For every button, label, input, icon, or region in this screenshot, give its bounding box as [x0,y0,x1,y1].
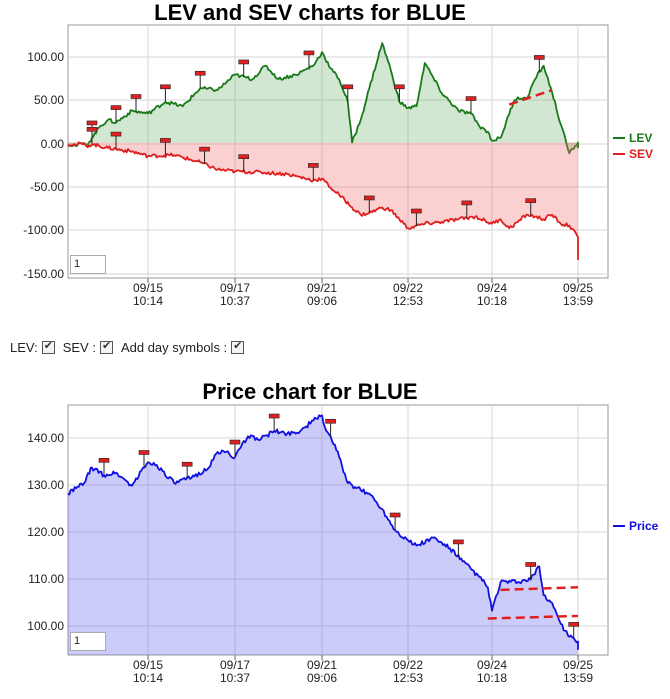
day-symbol-flag [229,439,241,445]
day-symbol-flag [307,163,319,168]
day-symbol-flag [86,126,98,132]
x-tick-date: 09/25 [563,281,593,295]
day-symbol-flag [325,418,336,424]
day-symbol-flag [411,208,422,214]
legend-label-lev: LEV [629,131,652,145]
trend-line [487,614,579,620]
day-symbol-flag [461,200,473,206]
y-tick-label: 110.00 [28,572,64,586]
x-tick-time: 10:14 [133,671,163,685]
day-symbol-flag [342,84,354,90]
x-tick-date: 09/17 [220,658,250,672]
series-line-sev [67,141,579,260]
lev-checkbox[interactable] [41,339,55,354]
x-tick-time: 10:14 [133,294,163,308]
x-tick-time: 13:59 [563,294,593,308]
x-tick-time: 10:37 [220,671,250,685]
day-symbol-flag [160,84,171,90]
day-symbol-flag [130,94,142,99]
x-tick-date: 09/22 [393,281,423,295]
day-symbol-flag [238,154,249,159]
x-tick-time: 09:06 [307,671,337,685]
x-tick-date: 09/15 [133,281,163,295]
y-tick-label: -100.00 [23,223,64,237]
day-symbol-flag [181,461,193,467]
x-tick-time: 12:53 [393,671,423,685]
series-line-lev [67,42,579,155]
lev-toggle-label: LEV: [10,340,38,355]
day-symbol-flag [138,450,150,455]
y-tick-label: 120.00 [27,525,64,539]
day-symbol-flag [194,70,206,76]
legend-label-price: Price [629,519,659,533]
chart-lev-sev: 100.00 50.00 0.00 -50.00 -100.00 -150.00 09/15… [23,24,653,308]
chart-title-price: Price chart for BLUE [202,379,417,404]
day-symbol-flag [268,413,280,419]
day-symbol-flag [394,84,405,90]
x-tick-date: 09/22 [393,658,423,672]
day-symbol-flag [238,59,249,65]
day-symbol-flag [303,50,315,56]
trend-line [500,586,579,592]
day-symbol-flag [453,539,464,545]
y-tick-label: 100.00 [27,619,64,633]
x-tick-time: 12:53 [393,294,423,308]
x-tick-time: 10:18 [477,294,507,308]
day-symbol-flag [98,458,110,463]
y-tick-label: 0.00 [41,137,65,151]
x-tick-time: 10:18 [477,671,507,685]
x-tick-time: 10:37 [220,294,250,308]
price-zoom-input[interactable]: 1 [70,632,106,651]
sev-checkbox[interactable] [99,339,113,354]
series-area-sev [68,142,578,260]
y-tick-label: 50.00 [34,93,64,107]
x-tick-date: 09/24 [477,281,507,295]
day-symbol-flag [363,195,375,201]
y-tick-label: 100.00 [27,50,64,64]
series-area-lev [68,43,578,154]
sev-toggle-label: SEV : [62,340,96,355]
day-symbol-flag [533,55,545,60]
day-symbol-flag [86,120,98,126]
plot-area [67,404,609,656]
y-tick-label: 130.00 [27,478,64,492]
chart-price: 140.00 130.00 120.00 110.00 100.00 09/1510:14… [27,404,659,685]
x-tick-time: 09:06 [307,294,337,308]
y-tick-label: -50.00 [30,180,64,194]
x-tick-date: 09/21 [307,281,337,295]
day-symbols-label: Add day symbols : [120,340,228,355]
day-symbol-flag [199,146,210,152]
series-line-price [67,414,579,651]
chart-title-lev-sev: LEV and SEV charts for BLUE [154,0,466,25]
x-tick-date: 09/15 [133,658,163,672]
y-tick-label: 140.00 [27,431,64,445]
y-tick-label: -150.00 [23,267,64,281]
day-symbol-flag [110,105,122,110]
day-symbol-flag [525,198,537,203]
plot-area [67,24,609,279]
day-symbol-flag [465,96,477,101]
day-symbol-flag [525,562,537,567]
day-symbol-flag [160,138,171,143]
x-tick-date: 09/21 [307,658,337,672]
x-tick-time: 13:59 [563,671,593,685]
lev-sev-zoom-input[interactable]: 1 [70,255,106,274]
x-tick-date: 09/25 [563,658,593,672]
legend-label-sev: SEV [629,147,653,161]
day-symbol-flag [110,131,122,137]
day-symbol-flag [389,512,401,518]
x-tick-date: 09/24 [477,658,507,672]
chart-controls: LEV: SEV : Add day symbols : [10,339,248,355]
day-symbols-checkbox[interactable] [231,339,245,354]
trend-line [508,88,553,106]
x-tick-date: 09/17 [220,281,250,295]
day-symbol-flag [568,622,580,627]
